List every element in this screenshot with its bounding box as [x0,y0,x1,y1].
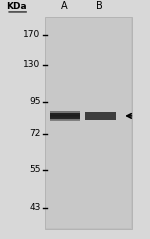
Text: 170: 170 [23,30,40,39]
Bar [50,120,80,121]
Bar [50,114,80,116]
Text: 55: 55 [29,165,40,174]
Text: A: A [61,1,68,11]
Bar [50,119,80,120]
Bar [46,18,131,228]
Bar [45,17,132,229]
Text: B: B [96,1,102,11]
Bar [50,112,80,114]
Bar [50,113,80,115]
Bar [50,112,80,113]
Text: KDa: KDa [6,2,27,11]
Bar [50,112,80,113]
Bar [50,116,80,117]
Bar [50,112,80,120]
Bar [85,112,116,120]
Bar [50,111,80,112]
Text: 72: 72 [29,129,40,138]
Bar [50,117,80,118]
Text: 43: 43 [29,203,40,212]
Bar [50,118,80,120]
Text: 130: 130 [23,60,40,69]
Text: 95: 95 [29,97,40,106]
